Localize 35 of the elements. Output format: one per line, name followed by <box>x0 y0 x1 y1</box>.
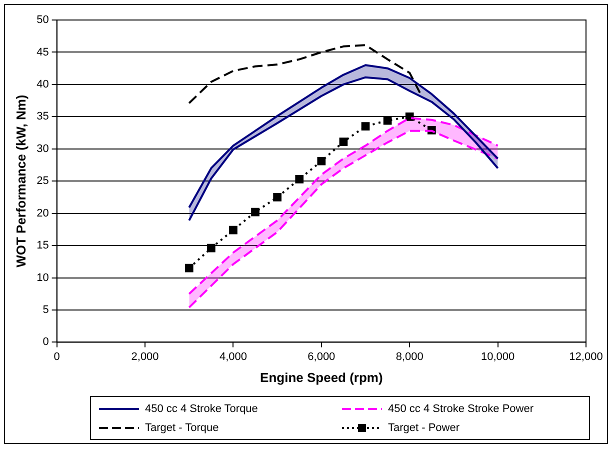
point <box>405 112 414 121</box>
legend-label: 450 cc 4 Stroke Torque <box>145 402 258 414</box>
y-tick-label: 20 <box>36 207 49 220</box>
x-tick-label: 0 <box>54 350 60 363</box>
x-tick-label: 6,000 <box>308 350 336 363</box>
y-tick-label: 15 <box>36 240 49 252</box>
x-tick-label: 4,000 <box>219 350 247 363</box>
legend-label: Target - Torque <box>145 422 219 434</box>
x-tick-label: 2,000 <box>131 350 159 363</box>
y-tick-label: 0 <box>42 336 49 348</box>
point <box>361 122 370 131</box>
y-tick-label: 50 <box>36 14 49 26</box>
point <box>295 174 304 184</box>
x-axis-title: Engine Speed (rpm) <box>260 370 383 385</box>
point <box>273 193 282 202</box>
y-tick-label: 5 <box>42 304 49 316</box>
point <box>383 116 392 125</box>
point <box>339 138 348 146</box>
x-tick-label: 8,000 <box>396 350 424 363</box>
point <box>206 244 216 252</box>
y-tick-label: 35 <box>36 110 49 123</box>
y-tick-label: 40 <box>36 78 49 90</box>
legend-label: 450 cc 4 Stroke Stroke Power <box>388 402 534 414</box>
y-tick-label: 25 <box>36 175 49 188</box>
point <box>251 208 260 216</box>
point <box>317 156 326 166</box>
point <box>184 264 194 272</box>
point <box>229 226 238 234</box>
y-tick-label: 10 <box>36 272 49 284</box>
legend-label: Target - Power <box>388 422 460 434</box>
y-tick-label: 45 <box>36 46 49 58</box>
y-axis-title: WOT Performance (kW, Nm) <box>13 94 28 268</box>
y-tick-label: 30 <box>36 142 49 155</box>
x-tick-label: 10,000 <box>480 350 515 363</box>
x-tick-label: 12,000 <box>569 350 603 363</box>
